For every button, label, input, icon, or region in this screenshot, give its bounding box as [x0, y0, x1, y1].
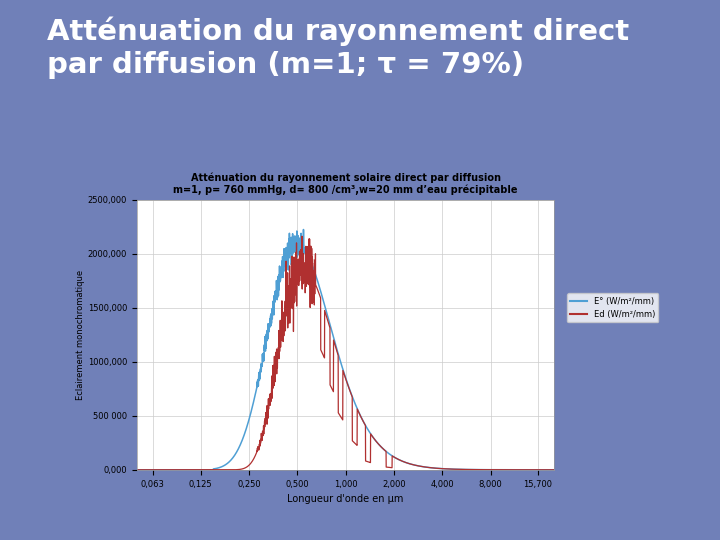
E° (W/m²/mm): [550, 467, 559, 473]
Ed (W/m²/mm): [292, 263, 301, 269]
E° (W/m²/mm): [180, 467, 189, 473]
Legend: E° (W/m²/mm), Ed (W/m²/mm): E° (W/m²/mm), Ed (W/m²/mm): [567, 293, 658, 322]
Text: Atténuation du rayonnement direct
par diffusion (m=1; τ = 79%): Atténuation du rayonnement direct par di…: [47, 16, 629, 79]
Ed (W/m²/mm): [132, 467, 141, 473]
Ed (W/m²/mm): [205, 467, 214, 473]
E° (W/m²/mm): [292, 254, 301, 260]
E° (W/m²/mm): [205, 467, 214, 473]
E° (W/m²/mm): [299, 226, 307, 233]
Ed (W/m²/mm): [297, 233, 306, 239]
Line: Ed (W/m²/mm): Ed (W/m²/mm): [137, 236, 554, 470]
Ed (W/m²/mm): [550, 467, 559, 473]
E° (W/m²/mm): [542, 467, 551, 473]
Title: Atténuation du rayonnement solaire direct par diffusion
m=1, p= 760 mmHg, d= 800: Atténuation du rayonnement solaire direc…: [174, 172, 518, 195]
E° (W/m²/mm): [497, 467, 505, 473]
Y-axis label: Eclairement monochromatique: Eclairement monochromatique: [76, 270, 85, 400]
Ed (W/m²/mm): [542, 467, 551, 473]
Ed (W/m²/mm): [497, 467, 505, 473]
E° (W/m²/mm): [311, 270, 320, 276]
X-axis label: Longueur d'onde en µm: Longueur d'onde en µm: [287, 494, 404, 504]
Ed (W/m²/mm): [180, 467, 189, 473]
E° (W/m²/mm): [132, 467, 141, 473]
Ed (W/m²/mm): [311, 263, 320, 269]
Line: E° (W/m²/mm): E° (W/m²/mm): [137, 230, 554, 470]
